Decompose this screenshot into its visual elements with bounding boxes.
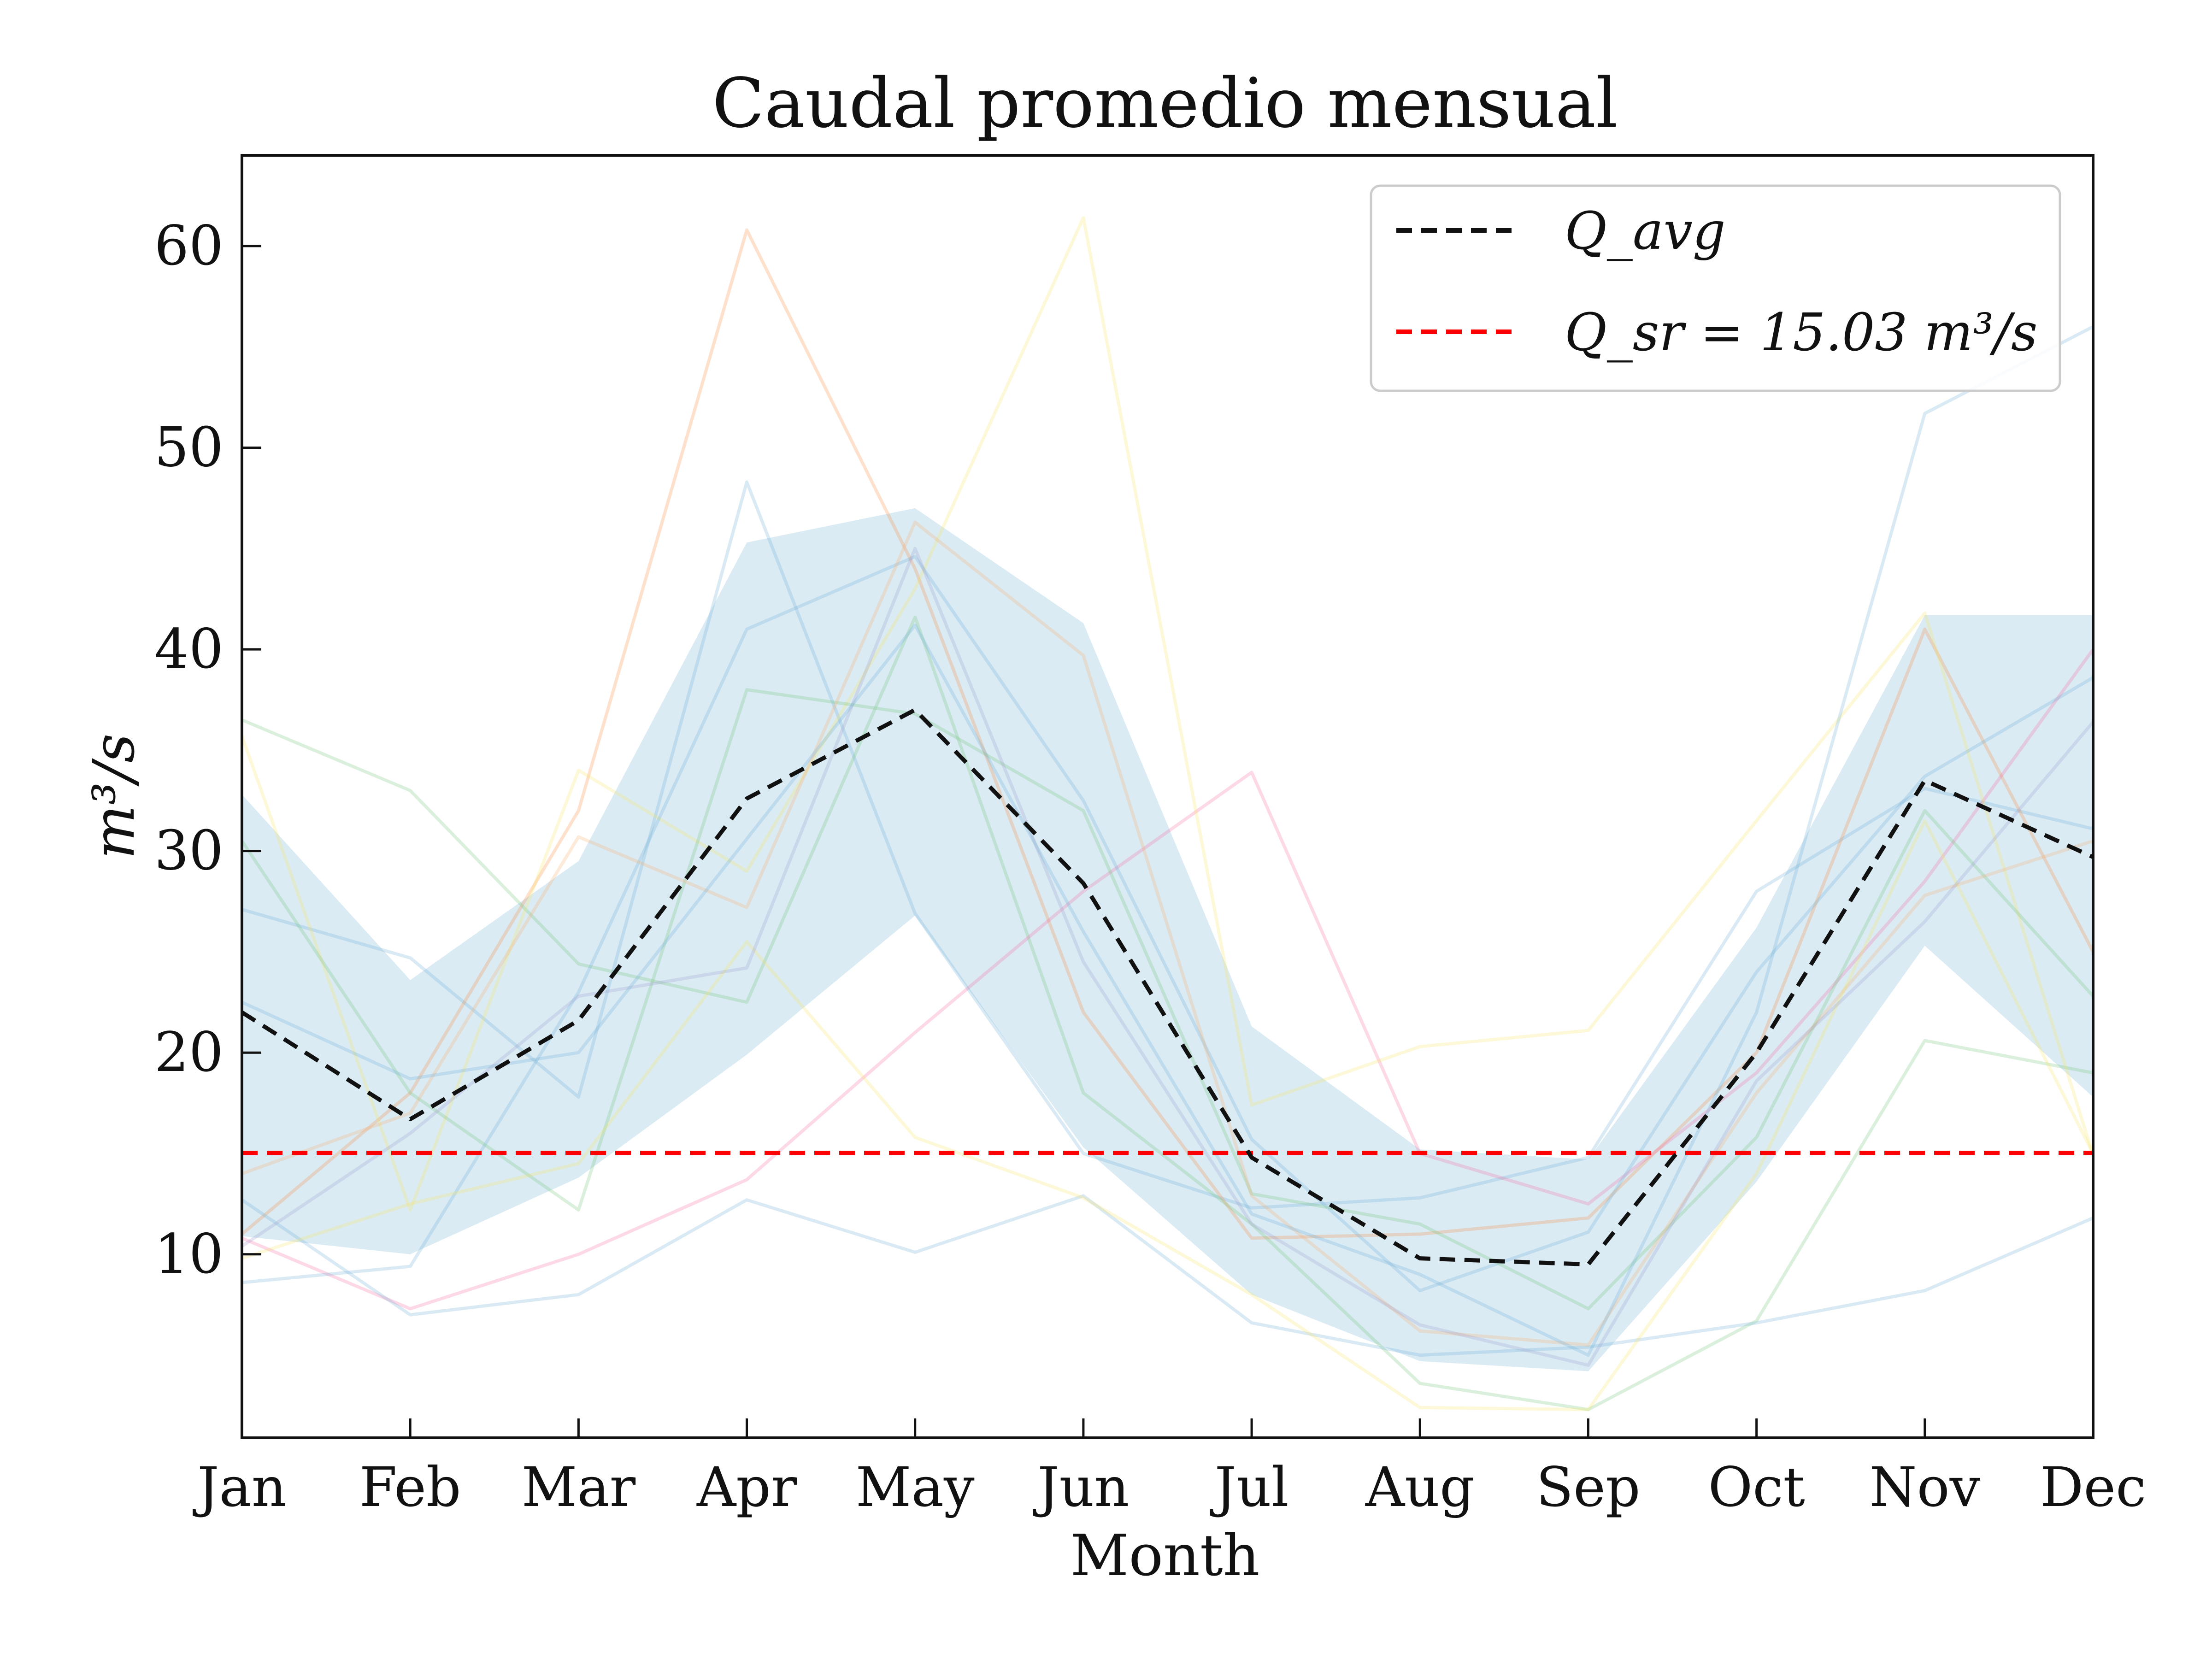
yearly-series (240, 216, 2095, 1412)
legend: Q_avg Q_sr = 15.03 m³/s (1370, 184, 2061, 392)
y-axis: 10 20 30 40 50 60 (154, 214, 261, 1286)
y-tick-label-10: 10 (154, 1222, 224, 1286)
series-line-11 (241, 547, 2094, 1367)
y-tick-label-60: 60 (154, 214, 224, 277)
y-tick-label-40: 40 (154, 617, 224, 681)
x-tick-label-may: May (856, 1455, 975, 1519)
x-axis-label: Month (1070, 1523, 1259, 1589)
series-line-9 (241, 520, 2094, 1347)
plot-frame (241, 154, 2094, 1439)
series-line-1 (241, 480, 2094, 1210)
x-axis: Jan Feb Mar Apr May Jun Jul Aug Sep Oct Nov Dec (193, 1418, 2146, 1519)
x-tick-label-jun: Jun (1033, 1455, 1129, 1519)
x-tick-label-nov: Nov (1869, 1455, 1980, 1519)
series-line-5 (240, 216, 2095, 1212)
x-tick-label-jul: Jul (1210, 1455, 1289, 1519)
legend-reference-label: Q_sr = 15.03 m³/s (1565, 303, 2037, 363)
x-tick-label-mar: Mar (522, 1455, 636, 1519)
x-tick-label-jan: Jan (193, 1455, 287, 1519)
y-axis-label: m³/s (81, 734, 147, 859)
y-tick-label-20: 20 (154, 1020, 224, 1084)
y-tick-label-30: 30 (154, 819, 224, 882)
series-line-8 (241, 688, 2094, 1311)
series-line-10 (241, 819, 2095, 1412)
band-area (242, 508, 2093, 1371)
x-tick-label-oct: Oct (1708, 1455, 1805, 1519)
x-tick-label-apr: Apr (696, 1455, 797, 1519)
average-line (241, 707, 2094, 1267)
series-line-12 (241, 325, 2094, 1357)
y-tick-label-50: 50 (154, 415, 224, 479)
x-tick-label-feb: Feb (359, 1455, 461, 1519)
x-tick-label-sep: Sep (1536, 1455, 1640, 1519)
confidence-band (242, 508, 2093, 1371)
average-layer (241, 707, 2094, 1267)
series-line-4 (241, 648, 2094, 1311)
x-tick-label-dec: Dec (2040, 1455, 2147, 1519)
legend-box (1370, 184, 2061, 392)
legend-average-label: Q_avg (1565, 201, 1726, 261)
x-tick-label-aug: Aug (1365, 1455, 1475, 1519)
series-line-7 (241, 1194, 2094, 1357)
series-line-3 (241, 615, 2094, 1412)
chart-title: Caudal promedio mensual (712, 64, 1618, 143)
series-line-2 (241, 228, 2095, 1240)
